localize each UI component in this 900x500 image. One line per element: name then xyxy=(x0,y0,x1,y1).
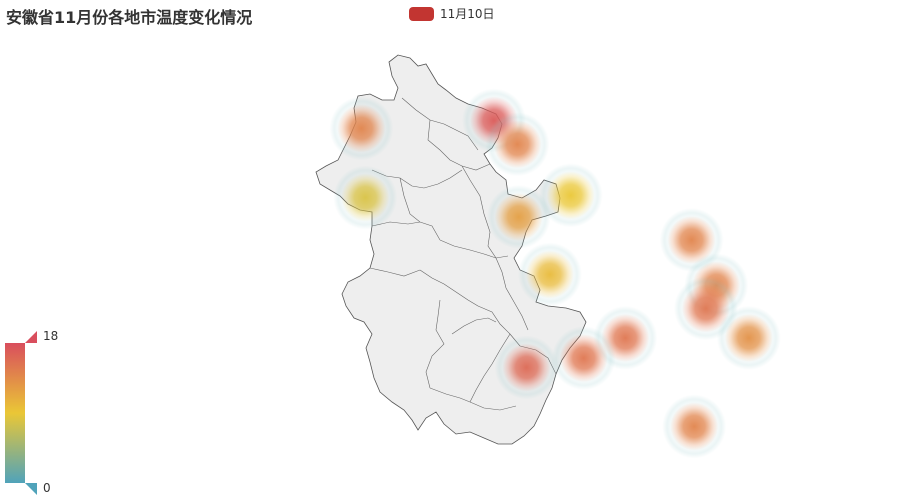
heat-point-芜湖[interactable] xyxy=(681,284,730,333)
heat-point-蚌埠[interactable] xyxy=(546,171,595,220)
heat-point-亳州[interactable] xyxy=(337,104,386,153)
heat-point-滁州[interactable] xyxy=(667,216,716,264)
legend-item-series[interactable]: 11月10日 xyxy=(409,5,495,22)
visual-map-handle-min[interactable] xyxy=(25,483,37,495)
heat-point-淮南[interactable] xyxy=(494,192,543,241)
chart-title: 安徽省11月份各地市温度变化情况 xyxy=(6,8,253,27)
heat-point-黄山[interactable] xyxy=(670,402,719,451)
heat-point-合肥[interactable] xyxy=(525,250,574,299)
legend-label: 11月10日 xyxy=(440,7,495,21)
visual-map[interactable] xyxy=(5,331,37,495)
visual-map-max-label: 18 xyxy=(43,329,59,343)
heat-point-安庆[interactable] xyxy=(502,343,551,392)
heat-point-宣城[interactable] xyxy=(724,313,773,362)
heat-point-池州[interactable] xyxy=(559,334,608,383)
visual-map-handle-max[interactable] xyxy=(25,331,37,343)
legend-swatch xyxy=(409,6,434,21)
heat-layer xyxy=(329,88,781,459)
heat-point-阜阳[interactable] xyxy=(341,173,390,222)
visual-map-gradient-bar[interactable] xyxy=(5,343,25,483)
heat-point-宿州[interactable] xyxy=(493,120,542,169)
visual-map-min-label: 0 xyxy=(43,481,51,495)
